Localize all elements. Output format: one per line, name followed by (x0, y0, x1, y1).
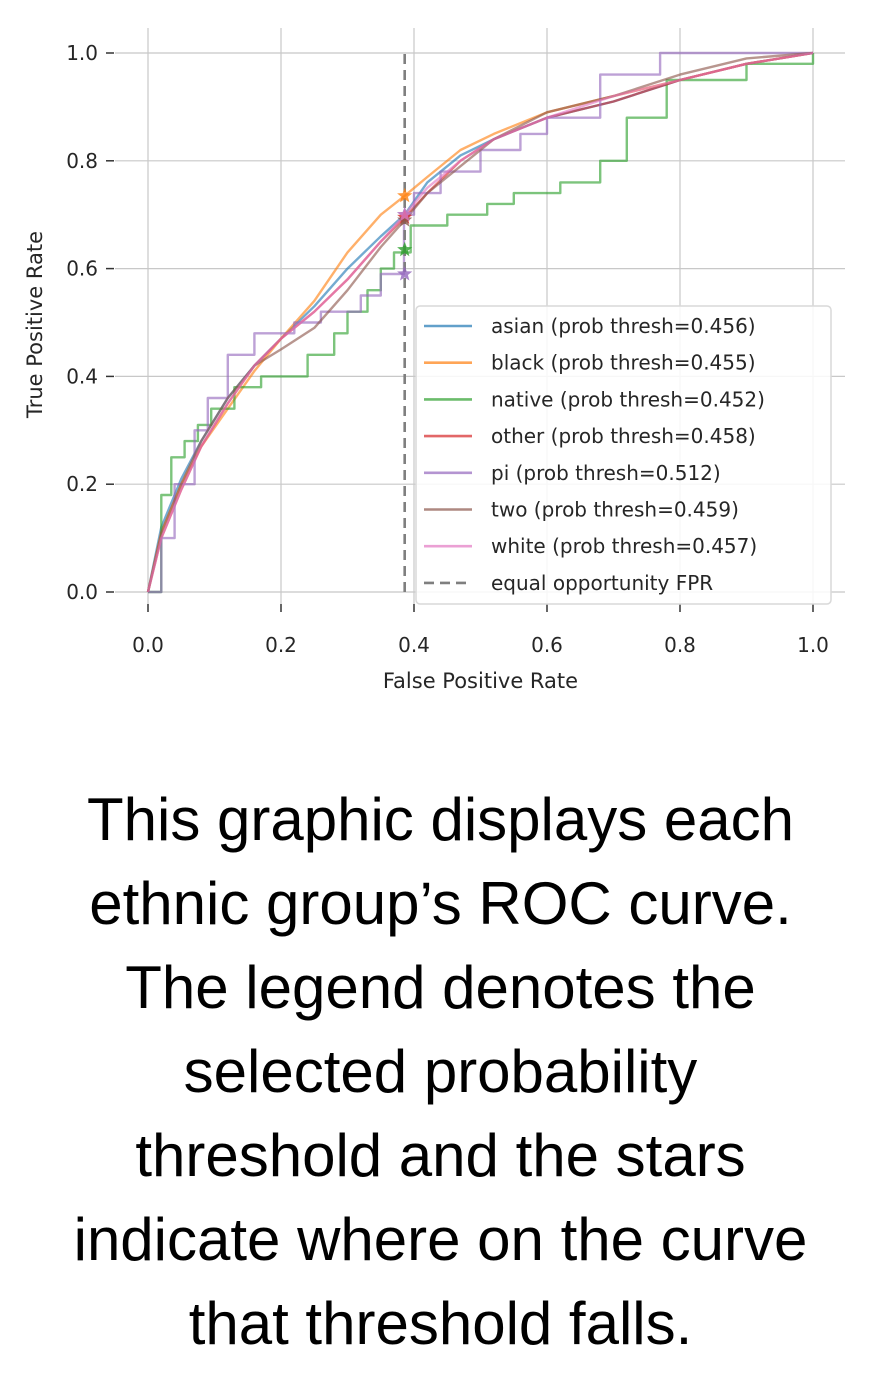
legend: asian (prob thresh=0.456) black (prob thr… (415, 305, 832, 605)
legend-label: native (prob thresh=0.452) (491, 387, 765, 411)
x-tick-label: 0.2 (265, 633, 297, 657)
x-tick-label: 0.8 (664, 633, 696, 657)
legend-label: other (prob thresh=0.458) (491, 424, 756, 448)
caption-line: selected probability (183, 1038, 698, 1105)
y-tick-label: 0.8 (66, 149, 98, 173)
legend-box (415, 305, 832, 605)
y-tick-label: 0.0 (66, 580, 98, 604)
roc-chart: 0.0 0.2 0.4 0.6 0.8 1.0 0.0 0.2 0.4 0.6 0.8 1.0 asi… (23, 28, 845, 693)
axes: 0.0 0.2 0.4 0.6 0.8 1.0 0.0 0.2 0.4 0.6 0.8 1.0 (66, 41, 829, 657)
legend-label: white (prob thresh=0.457) (491, 534, 757, 558)
y-tick-label: 1.0 (66, 41, 98, 65)
threshold-star-1 (397, 187, 413, 203)
caption-line: that threshold falls. (188, 1290, 693, 1357)
threshold-star-4 (397, 266, 413, 281)
caption-line: The legend denotes the (125, 954, 756, 1021)
caption-line: threshold and the stars (135, 1122, 746, 1189)
caption-line: indicate where on the curve (73, 1206, 808, 1273)
legend-label: black (prob thresh=0.455) (491, 351, 756, 375)
series-line-4 (148, 51, 813, 594)
legend-label: two (prob thresh=0.459) (491, 498, 739, 522)
y-axis-title: True Positive Rate (23, 231, 47, 419)
y-tick-label: 0.2 (66, 472, 98, 496)
threshold-stars (397, 187, 413, 281)
legend-label: asian (prob thresh=0.456) (491, 314, 756, 338)
caption-line: This graphic displays each (86, 786, 795, 853)
x-tick-label: 0.4 (398, 633, 430, 657)
y-tick-label: 0.6 (66, 257, 98, 281)
legend-label: pi (prob thresh=0.512) (491, 461, 721, 485)
threshold-star-6 (397, 206, 413, 222)
x-tick-label: 0.6 (531, 633, 563, 657)
x-axis-title: False Positive Rate (383, 669, 578, 693)
legend-label: equal opportunity FPR (491, 571, 713, 595)
x-tick-label: 0.0 (132, 633, 164, 657)
caption: This graphic displays each ethnic group’… (20, 778, 861, 1366)
threshold-star-5 (397, 212, 413, 227)
series-line-6 (146, 51, 814, 593)
series-lines (146, 51, 815, 594)
caption-line: ethnic group’s ROC curve. (89, 870, 792, 937)
x-tick-label: 1.0 (797, 633, 829, 657)
y-tick-label: 0.4 (66, 364, 98, 388)
threshold-star-2 (397, 241, 413, 257)
